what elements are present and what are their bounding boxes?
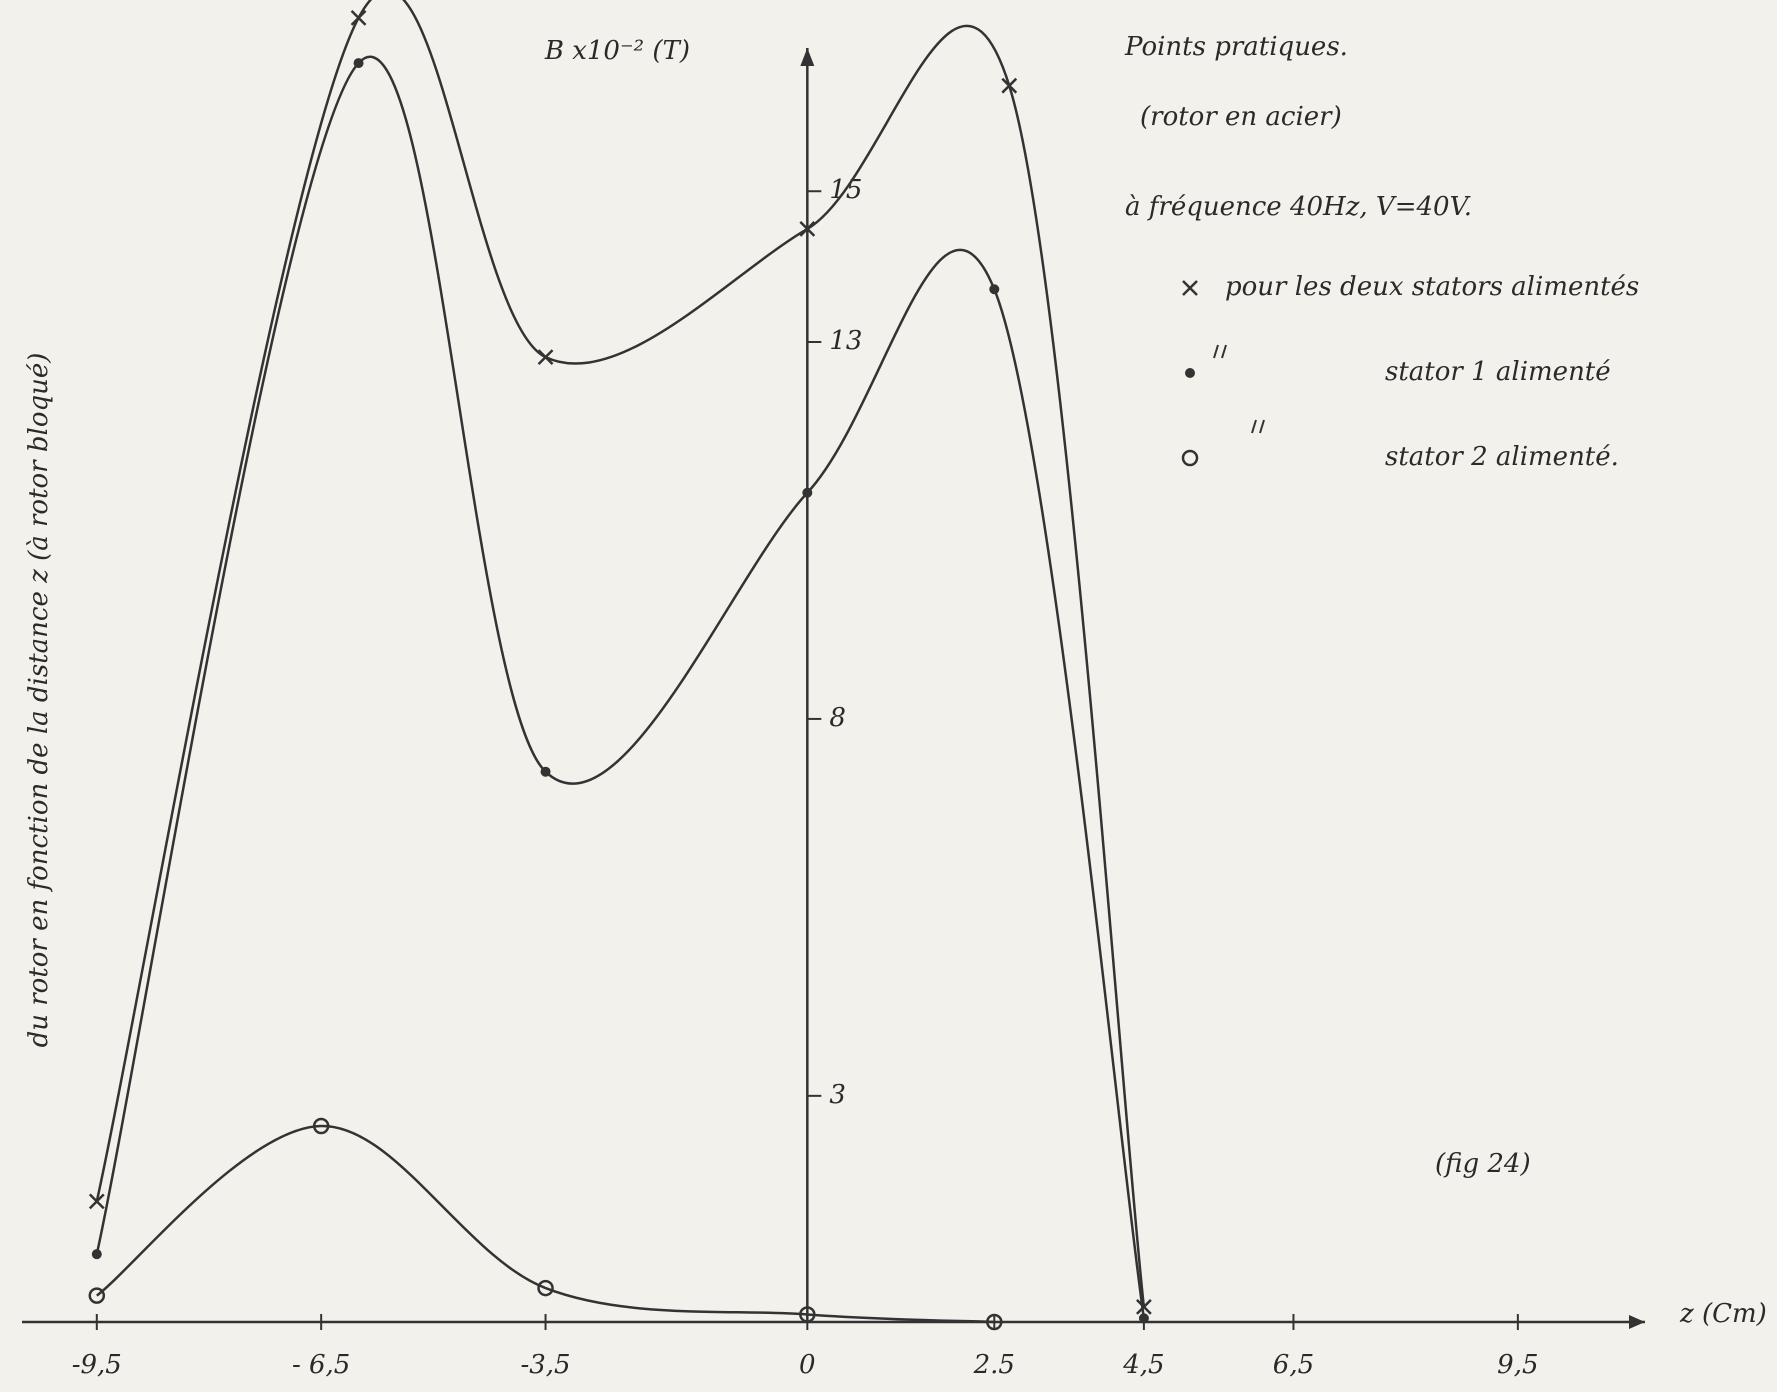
marker-x [350,9,367,26]
marker-circle [537,1279,554,1297]
x-tick-label: 6,5 [1273,1350,1314,1380]
legend-label: pour les deux stators alimentés [1225,272,1639,302]
side-title: du rotor en fonction de la distance z (à… [24,353,54,1048]
marker-circle [88,1287,106,1304]
x-tick-label: 4,5 [1122,1350,1164,1380]
marker-x [1182,280,1198,296]
marker-circle [1181,449,1199,467]
marker-dot [802,487,813,498]
x-tick-label: 0 [799,1350,816,1380]
annotation: (fig 24) [1435,1149,1531,1179]
legend-label: stator 1 alimenté [1385,357,1611,387]
marker-circle [986,1313,1003,1331]
marker-x [537,349,554,365]
marker-dot [1138,1313,1149,1324]
legend-label: stator 2 alimenté. [1385,442,1619,472]
series-line [95,0,1146,1308]
x-axis-label: z (Cm) [1679,1299,1767,1329]
legend-title: Points pratiques. [1124,32,1348,62]
series-line [95,55,1146,1319]
y-axis-arrow [800,48,815,66]
x-tick-label: -3,5 [520,1350,570,1380]
x-tick-label: -9,5 [72,1350,122,1380]
y-tick-label: 3 [829,1080,846,1110]
marker-x [1001,77,1018,94]
marker-circle [312,1117,330,1135]
ditto-marks [1213,344,1265,434]
marker-x [1136,1299,1152,1315]
y-axis-label: B x10⁻² (T) [544,36,690,66]
y-tick-label: 13 [829,326,862,356]
marker-dot [540,766,551,777]
y-tick-label: 8 [829,703,846,733]
series-line [96,1124,995,1324]
marker-circle [799,1306,816,1323]
x-tick-label: 9,5 [1497,1350,1538,1380]
marker-dot [1185,368,1195,378]
conditions: à fréquence 40Hz, V=40V. [1125,192,1472,222]
x-axis-arrow [1629,1315,1645,1329]
x-tick-label: - 6,5 [292,1350,350,1380]
legend-subtitle: (rotor en acier) [1140,102,1342,132]
marker-dot [353,58,364,69]
marker-dot [989,284,1000,295]
marker-x [88,1193,105,1210]
marker-dot [91,1249,102,1260]
x-tick-label: 2.5 [973,1350,1015,1380]
marker-x [799,221,816,237]
